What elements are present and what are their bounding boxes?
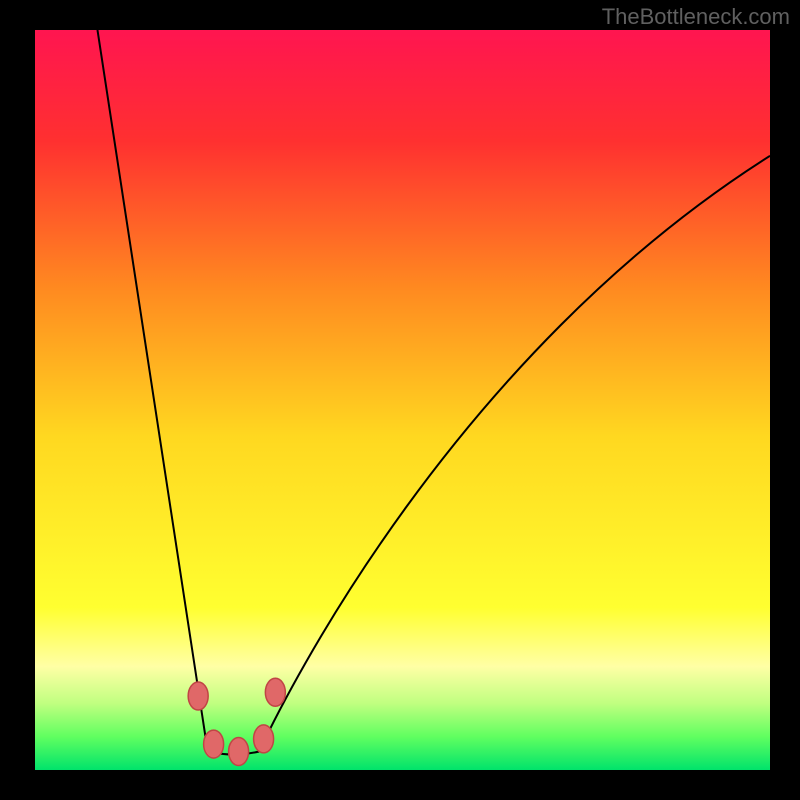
watermark-text: TheBottleneck.com: [602, 4, 790, 30]
curve-marker: [229, 738, 249, 766]
bottleneck-chart: [35, 30, 770, 770]
curve-marker: [204, 730, 224, 758]
gradient-background: [35, 30, 770, 770]
curve-marker: [265, 678, 285, 706]
curve-marker: [188, 682, 208, 710]
curve-marker: [254, 725, 274, 753]
